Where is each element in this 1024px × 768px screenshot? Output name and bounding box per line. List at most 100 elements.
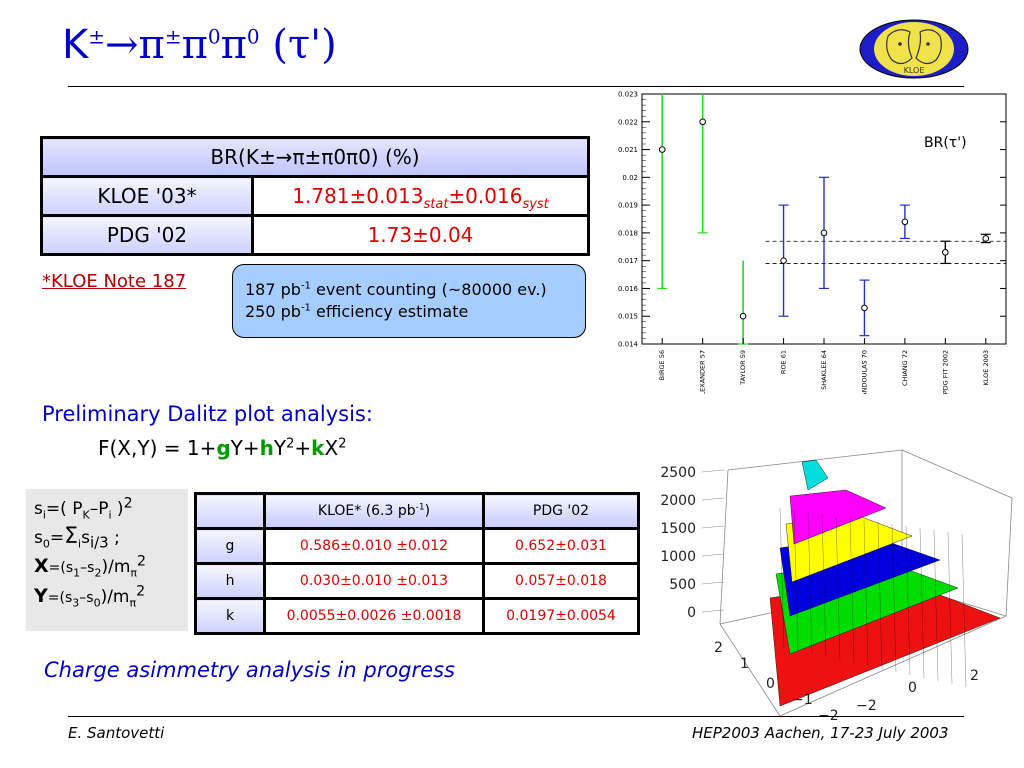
br-row-label: PDG '02 [40, 214, 254, 256]
br-comparison-plot: 0.014 0.015 0.016 0.017 0.018 0.019 0.02 0.021 0… [596, 88, 1010, 394]
x-category-label: SHAKLEE 64 [820, 350, 828, 390]
y-tick-label: 0.018 [618, 229, 638, 237]
param-pdg-value: 0.0197±0.0054 [482, 597, 640, 635]
z-tick-label: 500 [669, 577, 696, 593]
plot-title: BR(τ') [924, 135, 967, 151]
footer-divider [68, 716, 964, 717]
param-pdg-value: 0.652±0.031 [482, 527, 640, 565]
x-category-label: BIRGE 56 [658, 350, 666, 380]
x-axis-label: 0 [908, 680, 917, 696]
y-tick-label: 0.016 [618, 285, 639, 293]
pdg-column-header: PDG '02 [482, 492, 640, 530]
empty-header-cell [194, 492, 266, 530]
z-grid-line [701, 469, 725, 473]
lego-frame-line [719, 623, 781, 717]
y-tick-label: 0.019 [618, 202, 638, 210]
lego-grid-line [961, 533, 967, 688]
x-category-label: PANDOULAS 70 [860, 350, 868, 394]
data-point [699, 118, 706, 126]
br-table-header: BR(K±→π±π0π0) (%) [40, 136, 590, 178]
logo-text: KLOE [904, 66, 925, 75]
z-grid-line [701, 525, 725, 529]
br-row-value: 1.73±0.04 [251, 214, 590, 256]
data-point [861, 304, 868, 312]
param-label: g [194, 527, 266, 565]
x-category-label: PDG FIT 2002 [941, 350, 949, 394]
lego-grid-line [919, 527, 925, 679]
lego-grid-line [835, 515, 841, 661]
z-grid-line [701, 553, 725, 557]
br-table: BR(K±→π±π0π0) (%) KLOE '03* 1.781±0.013s… [40, 136, 590, 256]
param-label: k [194, 597, 266, 635]
lego-grid-line [933, 529, 939, 682]
y-tick-label: 0.021 [618, 146, 638, 154]
definition-si: si=( PK–Pi )2 [34, 495, 133, 522]
y-axis-label: 0 [766, 676, 775, 692]
lego-grid-line [877, 521, 883, 670]
br-row-label: KLOE '03* [40, 175, 254, 217]
data-point [739, 312, 747, 320]
y-tick-label: 0.015 [618, 313, 638, 321]
lego-frame-line [719, 469, 729, 625]
y-tick-label: 0.023 [618, 91, 638, 99]
y-tick-label: 0.02 [622, 174, 638, 182]
data-point [982, 235, 990, 242]
z-tick-label: 2500 [660, 465, 696, 481]
info-line: 187 pb-1 event counting (~80000 ev.) [245, 280, 547, 299]
y-tick-label: 0.014 [618, 341, 639, 349]
data-point [780, 257, 787, 264]
param-pdg-value: 0.057±0.018 [482, 562, 640, 600]
z-grid-line [701, 609, 725, 613]
lego-frame-line [1005, 497, 1013, 617]
x-axis-label: 2 [970, 668, 979, 684]
definition-s0: s0=Σisi/3 ; [34, 524, 120, 552]
lego-grid-line [807, 511, 813, 655]
data-point [658, 146, 666, 153]
lego-grid-line [947, 531, 953, 685]
x-category-label: CHIANG 72 [901, 350, 909, 386]
z-grid-line [701, 497, 725, 501]
x-axis-label: −2 [856, 698, 877, 714]
lego-grid-line [891, 523, 897, 673]
luminosity-info-box: 187 pb-1 event counting (~80000 ev.) 250… [232, 264, 586, 338]
z-tick-label: 1000 [660, 549, 696, 565]
y-axis-label: 2 [714, 640, 723, 656]
lego-grid-line [821, 513, 827, 658]
title-divider [68, 86, 964, 87]
footer-conference: HEP2003 Aachen, 17-23 July 2003 [692, 724, 949, 742]
y-tick-label: 0.017 [618, 257, 638, 265]
definition-x: X=(s1–s2)/mπ2 [34, 553, 147, 580]
kloe-column-header: KLOE* (6.3 pb-1) [263, 492, 485, 530]
lego-grid-line [863, 519, 869, 667]
lego-frame-line [779, 615, 1007, 717]
dalitz-formula: F(X,Y) = 1+gY+hY2+kX2 [98, 436, 347, 460]
page-title: K±→π±π0π0 (τ') [62, 22, 337, 68]
lego-frame-line [901, 449, 1013, 499]
lego-layer [789, 489, 887, 545]
param-kloe-value: 0.030±0.010 ±0.013 [263, 562, 485, 600]
param-kloe-value: 0.0055±0.0026 ±0.0018 [263, 597, 485, 635]
z-tick-label: 2000 [660, 493, 696, 509]
info-line: 250 pb-1 efficiency estimate [245, 302, 469, 321]
data-point [820, 229, 828, 237]
lego-grid-line [905, 525, 911, 676]
z-tick-label: 0 [687, 605, 696, 621]
charge-asymmetry-note: Charge asimmetry analysis in progress [44, 658, 455, 682]
y-axis-label: −1 [792, 692, 813, 708]
x-category-label: ALEXANDER 57 [699, 350, 707, 394]
data-point [901, 218, 909, 226]
dalitz-title: Preliminary Dalitz plot analysis: [42, 402, 373, 426]
definition-y: Y=(s3–s0)/mπ2 [34, 583, 146, 610]
lego-grid-line [793, 509, 799, 652]
z-grid-line [701, 581, 725, 585]
x-category-label: KLOE 2003 [982, 350, 990, 385]
kloe-note-link[interactable]: *KLOE Note 187 [42, 271, 187, 292]
kloe-logo: KLOE [859, 19, 969, 79]
br-row-value: 1.781±0.013stat±0.016syst [251, 175, 590, 217]
footer-author: E. Santovetti [68, 724, 165, 742]
lego-layer [801, 459, 829, 491]
data-point [942, 249, 949, 256]
y-axis-label: 1 [740, 656, 749, 672]
x-category-label: TAYLOR 59 [739, 350, 747, 386]
x-category-label: ROE 61 [780, 350, 788, 374]
